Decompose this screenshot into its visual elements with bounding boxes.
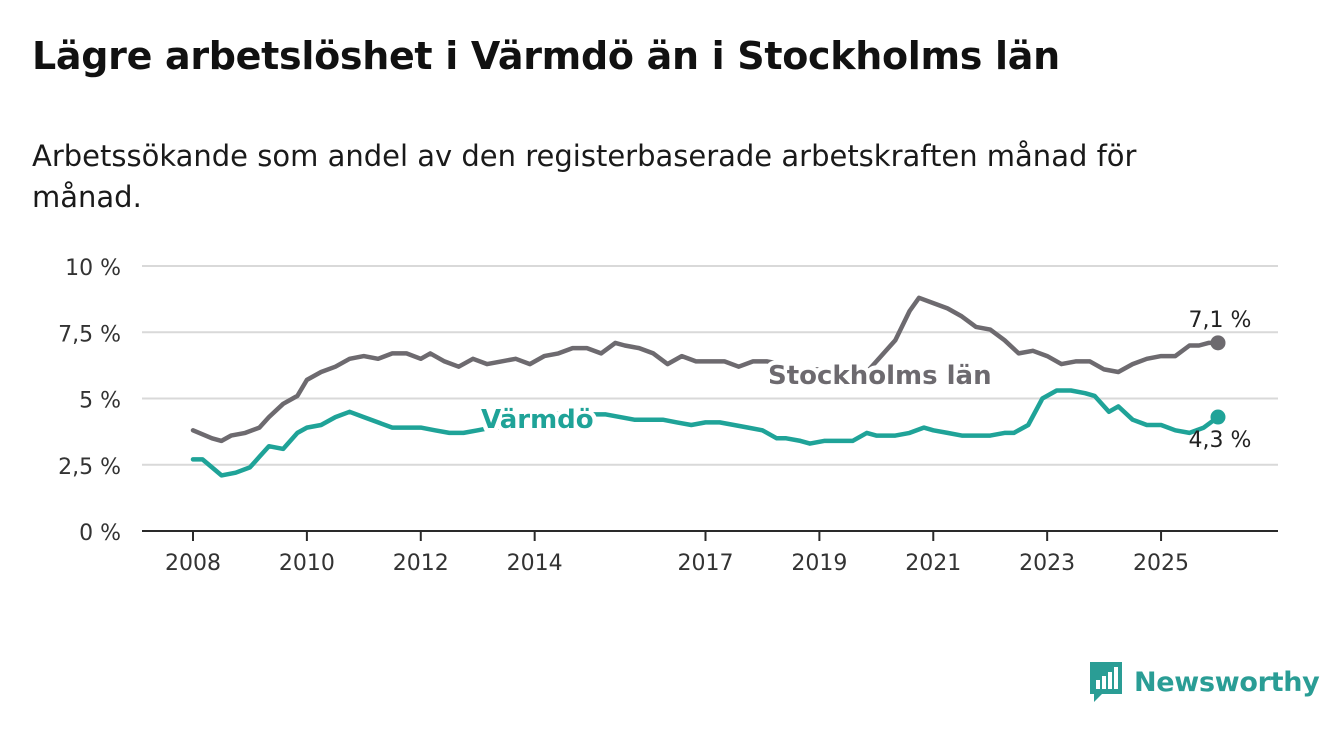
y-tick-label: 5 % [79, 389, 121, 414]
chart-subtitle: Arbetssökande som andel av den registerb… [32, 139, 1137, 214]
x-tick-label: 2023 [1019, 551, 1075, 576]
grid-lines [142, 265, 1278, 466]
y-axis-tick-labels: 0 % 2,5 % 5 % 7,5 % 10 % [58, 256, 121, 546]
x-tick-label: 2010 [279, 551, 335, 576]
x-tick-label: 2019 [791, 551, 847, 576]
series-line-stockholms-lan [190, 295, 1221, 444]
y-tick-label: 10 % [65, 256, 121, 281]
x-tick-label: 2014 [507, 551, 563, 576]
series-label-stockholms-lan: Stockholms län [768, 361, 992, 391]
end-value-label-varmdo: 4,3 % [1189, 428, 1252, 453]
x-tick-label: 2017 [678, 551, 734, 576]
end-point-marker [1210, 335, 1226, 351]
y-tick-label: 0 % [79, 521, 121, 546]
series-lines [190, 295, 1226, 478]
series-label-varmdo: Värmdö [481, 405, 594, 435]
x-tick-label: 2025 [1133, 551, 1189, 576]
x-tick-label: 2021 [905, 551, 961, 576]
x-tick-label: 2012 [393, 551, 449, 576]
y-tick-label: 2,5 % [58, 455, 121, 480]
end-point-marker [1210, 409, 1226, 425]
bar-chart-speech-bubble-icon [1090, 662, 1122, 702]
series-labels: Stockholms län Värmdö 7,1 % 4,3 % [477, 308, 1252, 453]
chart-title: Lägre arbetslöshet i Värmdö än i Stockho… [32, 34, 1060, 78]
newsworthy-logo: Newsworthy [1088, 660, 1320, 704]
x-axis: 2008 2010 2012 2014 2017 2019 2021 2023 2025 [142, 530, 1278, 576]
y-tick-label: 7,5 % [58, 322, 121, 347]
series-line-varmdo [190, 388, 1221, 478]
line-chart: 0 % 2,5 % 5 % 7,5 % 10 % 2008 2010 2012 2014 201… [58, 256, 1278, 576]
brand-name: Newsworthy [1134, 666, 1320, 698]
end-value-label-stockholms-lan: 7,1 % [1189, 308, 1252, 333]
x-tick-label: 2008 [165, 551, 221, 576]
